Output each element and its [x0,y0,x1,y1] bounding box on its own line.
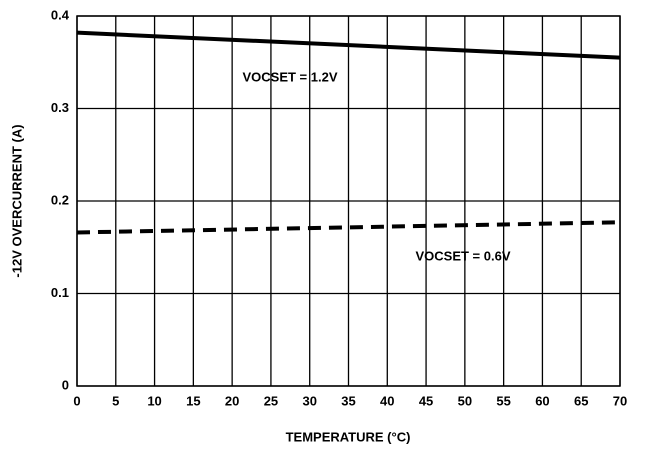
x-tick-label: 30 [302,393,316,408]
data-line [76,30,621,60]
data-line [76,220,621,235]
x-tick-label: 70 [613,393,627,408]
x-tick-label: 10 [147,393,161,408]
x-tick-label: 5 [112,393,119,408]
x-tick-label: 25 [264,393,278,408]
x-tick-label: 50 [458,393,472,408]
y-tick-label: 0 [62,377,69,392]
y-tick-label: 0.3 [51,100,69,115]
x-tick-label: 15 [186,393,200,408]
x-tick-label: 35 [341,393,355,408]
x-tick-label: 45 [419,393,433,408]
x-tick-label: 20 [225,393,239,408]
x-tick-label: 55 [496,393,510,408]
series-label: VOCSET = 1.2V [242,69,337,84]
x-tick-label: 60 [535,393,549,408]
y-tick-label: 0.1 [51,285,69,300]
y-tick-label: 0.2 [51,192,69,207]
x-tick-label: 65 [574,393,588,408]
x-tick-label: 0 [73,393,80,408]
y-tick-label: 0.4 [51,7,70,22]
x-tick-label: 40 [380,393,394,408]
x-axis-label: TEMPERATURE (°C) [286,429,411,444]
series-label: VOCSET = 0.6V [415,248,510,263]
y-axis-label: -12V OVERCURRENT (A) [9,124,24,277]
